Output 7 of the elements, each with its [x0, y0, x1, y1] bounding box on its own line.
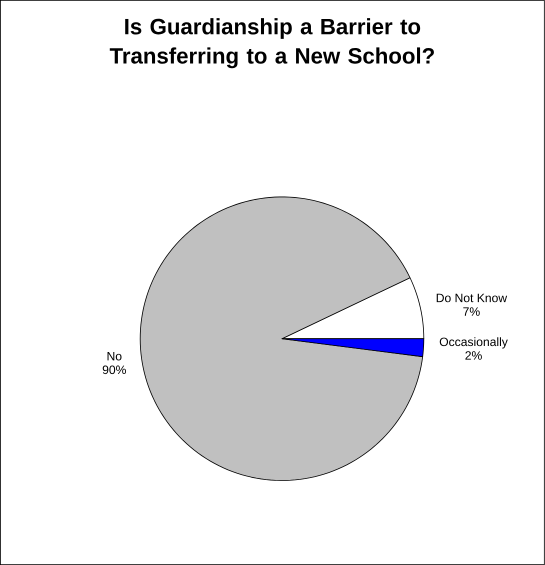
chart-title: Is Guardianship a Barrier to Transferring to a New School?: [110, 18, 434, 68]
slice-label: Occasionally: [440, 337, 508, 349]
data-label: 7%: [463, 307, 480, 316]
data-label: 90%: [102, 366, 126, 374]
slice-label: Do Not Know: [436, 294, 508, 302]
slice-label: No: [108, 352, 122, 360]
data-label: 2%: [466, 351, 482, 360]
